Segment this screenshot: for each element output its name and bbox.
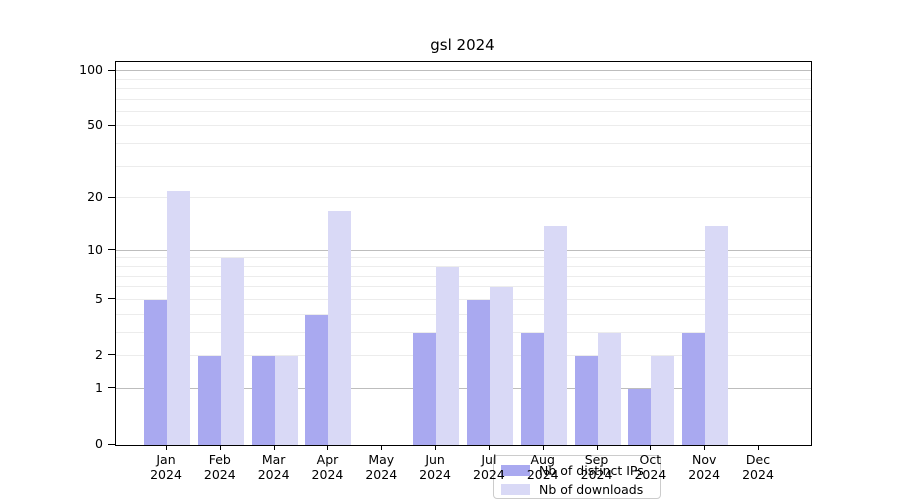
bar-downloads xyxy=(705,225,729,445)
y-tick-mark xyxy=(108,124,115,126)
y-tick-mark xyxy=(108,443,115,445)
y-tick-mark xyxy=(108,249,115,251)
gridline-minor xyxy=(116,143,811,145)
gridline-minor xyxy=(116,355,811,356)
x-tick-mark xyxy=(435,445,437,450)
y-tick-label: 0 xyxy=(95,436,103,451)
chart-title: gsl 2024 xyxy=(430,36,495,54)
x-tick-label: Jun 2024 xyxy=(419,452,451,482)
x-tick-mark xyxy=(596,445,598,450)
x-tick-mark xyxy=(542,445,544,450)
bar-downloads xyxy=(167,190,190,445)
gridline-major xyxy=(116,70,811,72)
gridline-minor xyxy=(116,87,811,89)
bar-distinct-ips xyxy=(628,388,652,445)
bar-distinct-ips xyxy=(144,299,167,445)
x-tick-label: Sep 2024 xyxy=(580,452,613,482)
y-tick-label: 2 xyxy=(95,346,103,362)
legend-row-distinct-ips: Nb of distinct IPs xyxy=(501,461,660,479)
bar-downloads xyxy=(543,225,567,445)
x-tick-label: May 2024 xyxy=(365,452,398,482)
y-tick-label: 10 xyxy=(87,241,103,257)
bar-distinct-ips xyxy=(466,299,490,445)
x-tick-mark xyxy=(758,445,759,450)
gridline-minor xyxy=(116,110,811,112)
bar-distinct-ips xyxy=(413,332,437,445)
x-tick-mark xyxy=(704,445,706,450)
gridline-minor xyxy=(116,98,811,100)
y-tick-label: 50 xyxy=(87,117,103,133)
y-tick-label: 20 xyxy=(87,189,103,205)
gridline-minor xyxy=(116,125,811,127)
x-tick-mark xyxy=(166,445,167,450)
gridline-minor xyxy=(116,298,811,300)
x-tick-mark xyxy=(219,445,221,450)
bar-downloads xyxy=(489,287,513,445)
x-tick-mark xyxy=(650,445,652,450)
bar-distinct-ips xyxy=(574,356,598,445)
x-tick-label: Feb 2024 xyxy=(203,452,236,482)
x-tick-label: Jul 2024 xyxy=(473,452,505,482)
bar-distinct-ips xyxy=(251,356,275,445)
y-tick-mark xyxy=(108,69,115,71)
y-tick-label: 100 xyxy=(79,62,103,78)
gridline-minor xyxy=(116,331,811,333)
gridline-minor xyxy=(116,313,811,315)
gridline-minor xyxy=(116,257,811,259)
bar-distinct-ips xyxy=(520,332,544,445)
bar-downloads xyxy=(436,267,460,445)
x-tick-label: Mar 2024 xyxy=(257,452,290,482)
x-tick-mark xyxy=(273,445,275,450)
y-tick-mark xyxy=(108,387,115,389)
y-tick-mark xyxy=(108,298,115,300)
y-tick-label: 5 xyxy=(95,290,103,306)
y-tick-label: 1 xyxy=(95,379,103,395)
gridline-minor xyxy=(116,197,811,199)
x-tick-label: Aug 2024 xyxy=(526,452,559,482)
x-tick-mark xyxy=(381,445,383,450)
gridline-minor xyxy=(116,266,811,267)
bar-downloads xyxy=(328,210,352,445)
x-tick-label: Jan 2024 xyxy=(150,452,182,482)
bar-downloads xyxy=(220,258,244,445)
x-tick-label: Apr 2024 xyxy=(311,452,344,482)
y-tick-mark xyxy=(108,354,115,356)
bar-downloads xyxy=(597,332,621,445)
y-tick-mark xyxy=(108,196,115,198)
gridline-minor xyxy=(116,165,811,167)
x-tick-label: Oct 2024 xyxy=(634,452,667,482)
x-tick-label: Nov 2024 xyxy=(688,452,721,482)
legend-swatch-distinct-ips xyxy=(501,464,530,476)
x-tick-mark xyxy=(488,445,490,450)
bar-downloads xyxy=(651,356,675,445)
plot-area: Nb of distinct IPs Nb of downloads xyxy=(115,61,812,499)
gridline-minor xyxy=(116,78,811,80)
gridline-major xyxy=(116,387,811,389)
legend: Nb of distinct IPs Nb of downloads xyxy=(493,455,661,499)
bar-distinct-ips xyxy=(305,314,329,445)
gridline-minor xyxy=(116,275,811,277)
legend-swatch-downloads xyxy=(501,483,530,495)
x-tick-mark xyxy=(327,445,329,450)
legend-label-distinct-ips: Nb of distinct IPs xyxy=(539,462,644,478)
legend-row-downloads: Nb of downloads xyxy=(501,480,660,498)
bar-distinct-ips xyxy=(197,356,221,445)
legend-label-downloads: Nb of downloads xyxy=(539,481,644,497)
gridline-major xyxy=(116,249,811,251)
bar-distinct-ips xyxy=(682,332,706,445)
gridline-minor xyxy=(116,286,811,288)
bar-downloads xyxy=(274,356,298,445)
x-tick-label: Dec 2024 xyxy=(742,452,774,482)
